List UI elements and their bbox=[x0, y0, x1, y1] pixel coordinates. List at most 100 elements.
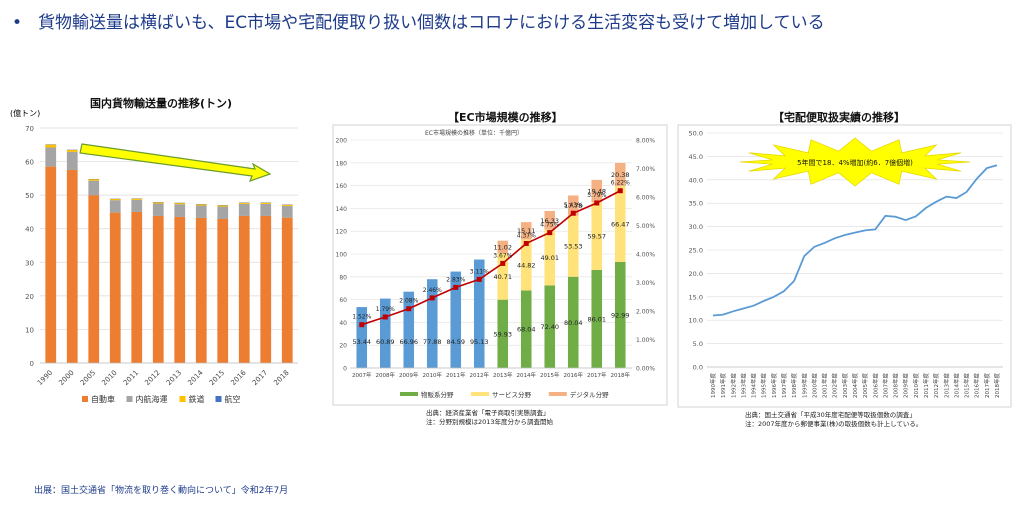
ec-y2-tick-label: 8.00% bbox=[636, 138, 655, 145]
ec-bar-value-label: 53.44 bbox=[352, 338, 371, 346]
takuhai-chart: 0.0 5.0 10.0 15.0 20.0 25.0 30.0 35.0 40.0 45.0 50… bbox=[677, 124, 1012, 408]
freight-y-tick-label: 0 bbox=[30, 360, 34, 368]
ec-rate-point bbox=[500, 260, 506, 266]
takuhai-y-tick-label: 5.0 bbox=[693, 340, 703, 348]
ec-bar-segment bbox=[520, 222, 532, 240]
ec-x-tick-label: 2008年 bbox=[376, 371, 396, 379]
ec-bar-segment bbox=[520, 239, 532, 291]
ec-bar-segment bbox=[544, 210, 556, 230]
freight-legend-label: 自動車 bbox=[91, 394, 115, 404]
takuhai-chart-panel: 【宅配便取扱実績の推移】 0.0 5.0 10.0 15.0 20.0 25.0 30.0 3… bbox=[675, 95, 1015, 440]
freight-x-tick-label: 2011 bbox=[122, 369, 140, 387]
freight-y-tick-label: 60 bbox=[25, 159, 34, 167]
freight-bar-segment bbox=[45, 166, 57, 363]
ec-bar-segment bbox=[567, 276, 579, 368]
freight-bar-segment bbox=[109, 198, 121, 201]
freight-bar-segment bbox=[131, 198, 143, 200]
takuhai-y-tick-label: 45.0 bbox=[689, 153, 703, 161]
ec-y2-tick-label: 6.00% bbox=[636, 195, 655, 202]
freight-x-tick-label: 2016 bbox=[229, 368, 248, 387]
ec-bar-value-label: 92.99 bbox=[611, 311, 630, 319]
freight-x-tick-label: 2005 bbox=[79, 369, 97, 387]
ec-rate-point bbox=[594, 200, 600, 206]
ec-bar-value-label: 80.04 bbox=[564, 319, 583, 327]
ec-bar-value-label: 11.02 bbox=[493, 243, 512, 251]
ec-y-tick-label: 20 bbox=[339, 343, 347, 350]
ec-rate-label: 1.52% bbox=[352, 314, 371, 321]
ec-bar-segment bbox=[497, 299, 509, 368]
ec-bar-segment bbox=[356, 307, 368, 368]
ec-rate-label: 5.43% bbox=[564, 202, 583, 209]
ec-bar-segment bbox=[567, 195, 579, 216]
freight-y-tick-label: 20 bbox=[25, 293, 34, 301]
ec-x-tick-label: 2018年 bbox=[611, 371, 631, 379]
freight-y-tick-label: 30 bbox=[25, 259, 34, 267]
ec-bar-value-label: 53.53 bbox=[564, 243, 583, 251]
takuhai-y-tick-label: 10.0 bbox=[689, 317, 703, 325]
freight-x-tick-label: 2012 bbox=[143, 369, 161, 387]
freight-y-tick-label: 10 bbox=[25, 326, 34, 334]
ec-rate-label: 5.79% bbox=[587, 192, 606, 199]
ec-bar-value-label: 60.89 bbox=[376, 338, 395, 346]
takuhai-x-tick-label: 1990年度 bbox=[709, 373, 717, 398]
ec-rate-point bbox=[359, 322, 365, 328]
ec-y-tick-label: 200 bbox=[336, 138, 348, 145]
takuhai-x-tick-label: 2011年度 bbox=[922, 373, 930, 398]
takuhai-chart-note-detail: 注：2007年度から郵便事業(株)の取扱個数も計上している。 bbox=[745, 420, 923, 428]
ec-y-tick-label: 140 bbox=[336, 206, 348, 213]
headline: • 貨物輸送量は横ばいも、EC市場や宅配便取り扱い個数はコロナにおける生活変容も受… bbox=[12, 8, 825, 33]
ec-bar-segment bbox=[567, 215, 579, 277]
freight-y-tick-label: 50 bbox=[25, 192, 34, 200]
ec-bar-value-label: 66.47 bbox=[611, 221, 630, 229]
freight-bar-segment bbox=[152, 215, 164, 363]
ec-y2-tick-label: 7.00% bbox=[636, 166, 655, 173]
freight-bar-segment bbox=[260, 215, 272, 363]
ec-bar-segment bbox=[520, 290, 532, 368]
ec-bar-segment bbox=[497, 253, 509, 300]
takuhai-x-tick-label: 1996年度 bbox=[770, 373, 778, 398]
ec-bar-value-label: 84.59 bbox=[446, 338, 465, 346]
source-note: 出展：国土交通省「物流を取り巻く動向について」令和2年7月 bbox=[34, 486, 289, 496]
ec-chart-note-detail: 注：分野別規模は2013年度分から調査開始 bbox=[426, 418, 554, 426]
ec-chart-note-source: 出典：経済産業省「電子商取引実態調査」 bbox=[426, 409, 550, 417]
freight-x-tick-label: 2018 bbox=[272, 369, 290, 387]
takuhai-x-tick-label: 2015年度 bbox=[963, 373, 971, 398]
ec-legend-swatch bbox=[471, 392, 489, 396]
freight-bar-segment bbox=[238, 202, 250, 204]
ec-x-tick-label: 2016年 bbox=[564, 371, 584, 379]
takuhai-chart-frame bbox=[677, 124, 1012, 408]
ec-y-tick-label: 60 bbox=[339, 297, 347, 304]
freight-bar-segment bbox=[281, 217, 293, 363]
ec-y-tick-label: 40 bbox=[339, 320, 347, 327]
ec-bar-value-label: 59.93 bbox=[493, 330, 512, 338]
ec-legend-swatch bbox=[548, 392, 567, 396]
ec-bar-value-label: 59.57 bbox=[587, 232, 606, 240]
freight-bar-segment bbox=[152, 203, 164, 216]
freight-bar-segment bbox=[281, 205, 293, 218]
ec-y2-tick-label: 5.00% bbox=[636, 223, 655, 230]
takuhai-x-tick-label: 2017年度 bbox=[983, 373, 991, 398]
ec-chart-panel: 【EC市場規模の推移】 EC市場規模の推移（単位：千億円） 0 20 40 60 80 10… bbox=[330, 95, 670, 440]
ec-chart-frame bbox=[332, 124, 668, 406]
ec-y2-tick-label: 4.00% bbox=[636, 252, 655, 259]
takuhai-x-tick-label: 1998年度 bbox=[790, 373, 798, 398]
takuhai-x-tick-label: 1991年度 bbox=[719, 373, 727, 398]
takuhai-y-tick-label: 0.0 bbox=[693, 364, 703, 372]
ec-rate-point bbox=[617, 188, 623, 194]
ec-y-tick-label: 120 bbox=[336, 229, 348, 236]
ec-bar-segment bbox=[544, 229, 556, 286]
takuhai-x-tick-label: 1997年度 bbox=[780, 373, 788, 398]
takuhai-x-tick-label: 2012年度 bbox=[932, 373, 940, 398]
ec-rate-point bbox=[382, 314, 388, 320]
takuhai-y-tick-label: 50.0 bbox=[689, 130, 703, 138]
freight-bar-segment bbox=[152, 202, 164, 204]
burst-callout-text: 5年間で18．4%増加(約6．7億個増) bbox=[797, 158, 913, 167]
ec-y2-tick-label: 2.00% bbox=[636, 309, 655, 316]
ec-rate-label: 6.22% bbox=[611, 180, 630, 187]
freight-bar-segment bbox=[217, 206, 229, 219]
freight-bar-segment bbox=[45, 144, 57, 148]
takuhai-x-tick-label: 2002年度 bbox=[831, 373, 839, 398]
ec-x-tick-label: 2014年 bbox=[517, 371, 537, 379]
takuhai-y-tick-label: 40.0 bbox=[689, 176, 703, 184]
ec-bar-value-label: 68.04 bbox=[517, 326, 536, 334]
